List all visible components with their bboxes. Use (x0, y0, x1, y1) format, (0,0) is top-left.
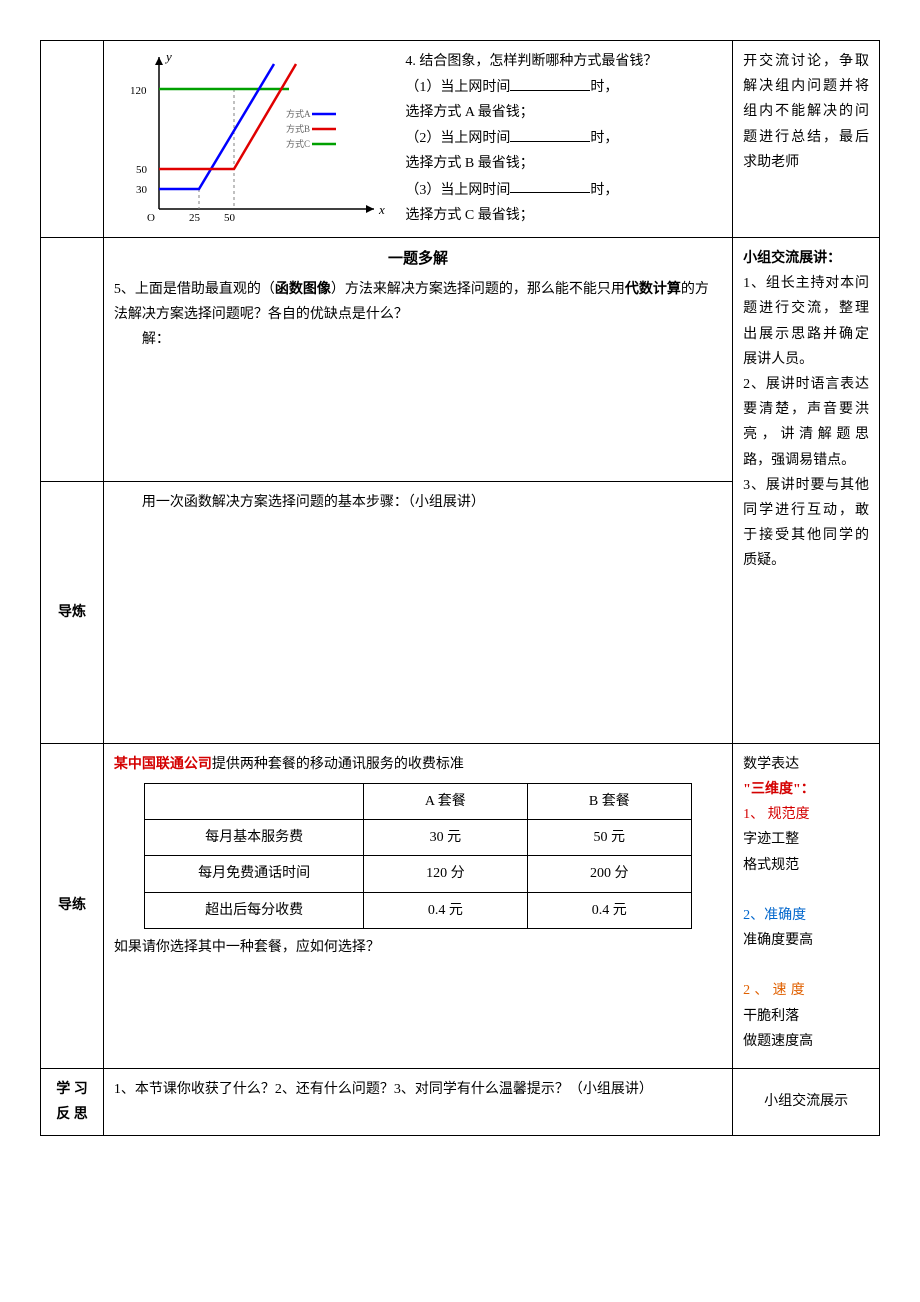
pricing-table: A 套餐 B 套餐 每月基本服务费 30 元 50 元 每月免费通话时间 120… (144, 783, 691, 929)
r3-heading-pre: 数学表达 (743, 752, 869, 777)
svg-text:30: 30 (136, 184, 148, 196)
svg-text:方式A: 方式A (286, 108, 311, 119)
right2-p3: 3、展讲时要与其他同学进行互动，敢于接受其他同学的质疑。 (743, 473, 869, 574)
practice-cell: 某中国联通公司提供两种套餐的移动通讯服务的收费标准 A 套餐 B 套餐 每月基本… (103, 743, 732, 1068)
reflection-label-2: 反 思 (51, 1102, 93, 1127)
th-empty (145, 783, 364, 819)
right2-p2: 2、展讲时语言表达要清楚，声音要洪亮，讲清解题思路，强调易错点。 (743, 372, 869, 473)
r3-d2-title: 2、准确度 (743, 903, 869, 928)
r3-d1-b: 格式规范 (743, 853, 869, 878)
q4-item3: （3）当上网时间时， (405, 177, 677, 203)
svg-text:方式B: 方式B (286, 123, 310, 134)
row1-a: 30 元 (363, 820, 527, 856)
row1-label-cell (41, 41, 104, 238)
reflection-right: 小组交流展示 (733, 1068, 880, 1135)
right-note-2: 小组交流展讲： 1、组长主持对本问题进行交流，整理出展示思路并确定展讲人员。 2… (733, 238, 880, 744)
multi-solution-title: 一题多解 (114, 246, 722, 273)
daolian-space (114, 515, 722, 735)
daolian-label: 导炼 (41, 481, 104, 743)
q5-bold1: 函数图像 (275, 282, 331, 297)
right2-p1: 1、组长主持对本问题进行交流，整理出展示思路并确定展讲人员。 (743, 271, 869, 372)
function-chart: x y O 30 50 120 25 50 (114, 49, 394, 229)
r3-d2-a: 准确度要高 (743, 928, 869, 953)
company-name: 某中国联通公司 (114, 757, 212, 772)
q5-text: 5、上面是借助最直观的（函数图像）方法来解决方案选择问题的，那么能不能只用代数计… (114, 277, 722, 327)
row3-a: 0.4 元 (363, 892, 527, 928)
reflection-label-cell: 学 习 反 思 (41, 1068, 104, 1135)
r3-d1-a: 字迹工整 (743, 827, 869, 852)
q5-bold2: 代数计算 (625, 282, 681, 297)
row2-a: 120 分 (363, 856, 527, 892)
reflection-content: 1、本节课你收获了什么？2、还有什么问题？3、对同学有什么温馨提示？（小组展讲） (103, 1068, 732, 1135)
svg-text:y: y (164, 49, 172, 64)
chart-q4-cell: x y O 30 50 120 25 50 (103, 41, 732, 238)
blank-3 (510, 177, 590, 194)
practice-space (114, 960, 722, 1060)
solution-label: 解： (114, 327, 722, 352)
r3-d3-b: 做题速度高 (743, 1029, 869, 1054)
multi-solution-cell: 一题多解 5、上面是借助最直观的（函数图像）方法来解决方案选择问题的，那么能不能… (103, 238, 732, 482)
row1-label: 每月基本服务费 (145, 820, 364, 856)
row2-label-cell (41, 238, 104, 482)
svg-text:方式C: 方式C (286, 138, 310, 149)
svg-text:50: 50 (224, 212, 236, 224)
q4-text-block: 4. 结合图象，怎样判断哪种方式最省钱？ （1）当上网时间时， 选择方式 A 最… (397, 49, 677, 228)
r3-heading-quote: "三维度"： (743, 777, 869, 802)
q4-item1-line2: 选择方式 A 最省钱； (405, 100, 677, 125)
r3-d1-title: 1、 规范度 (743, 802, 869, 827)
right-note-1: 开交流讨论，争取解决组内问题并将组内不能解决的问题进行总结，最后求助老师 (733, 41, 880, 238)
q4-intro: 4. 结合图象，怎样判断哪种方式最省钱？ (405, 49, 677, 74)
svg-text:O: O (147, 212, 155, 224)
daolian-cell: 用一次函数解决方案选择问题的基本步骤：（小组展讲） (103, 481, 732, 743)
practice-intro: 某中国联通公司提供两种套餐的移动通讯服务的收费标准 (114, 752, 722, 777)
daolian2-label: 导练 (41, 743, 104, 1068)
lesson-plan-table: x y O 30 50 120 25 50 (40, 40, 880, 1136)
svg-text:x: x (378, 202, 385, 217)
blank-2 (510, 125, 590, 142)
q4-item2-line2: 选择方式 B 最省钱； (405, 151, 677, 176)
th-plan-b: B 套餐 (527, 783, 691, 819)
svg-text:50: 50 (136, 164, 148, 176)
r3-d3-title: 2、速度 (743, 978, 869, 1003)
right2-heading: 小组交流展讲： (743, 246, 869, 271)
svg-text:25: 25 (189, 212, 201, 224)
r3-d3-a: 干脆利落 (743, 1004, 869, 1029)
row2-label: 每月免费通话时间 (145, 856, 364, 892)
right-note-3: 数学表达 "三维度"： 1、 规范度 字迹工整 格式规范 2、准确度 准确度要高… (733, 743, 880, 1068)
q4-item1: （1）当上网时间时， (405, 74, 677, 100)
daolian-text: 用一次函数解决方案选择问题的基本步骤：（小组展讲） (114, 490, 722, 515)
row2-b: 200 分 (527, 856, 691, 892)
row3-label: 超出后每分收费 (145, 892, 364, 928)
reflection-label-1: 学 习 (51, 1077, 93, 1102)
q4-item3-line2: 选择方式 C 最省钱； (405, 203, 677, 228)
solution-space (114, 353, 722, 473)
svg-text:120: 120 (130, 85, 147, 97)
row3-b: 0.4 元 (527, 892, 691, 928)
th-plan-a: A 套餐 (363, 783, 527, 819)
blank-1 (510, 74, 590, 91)
q4-item2: （2）当上网时间时， (405, 125, 677, 151)
practice-question: 如果请你选择其中一种套餐，应如何选择？ (114, 935, 722, 960)
row1-b: 50 元 (527, 820, 691, 856)
